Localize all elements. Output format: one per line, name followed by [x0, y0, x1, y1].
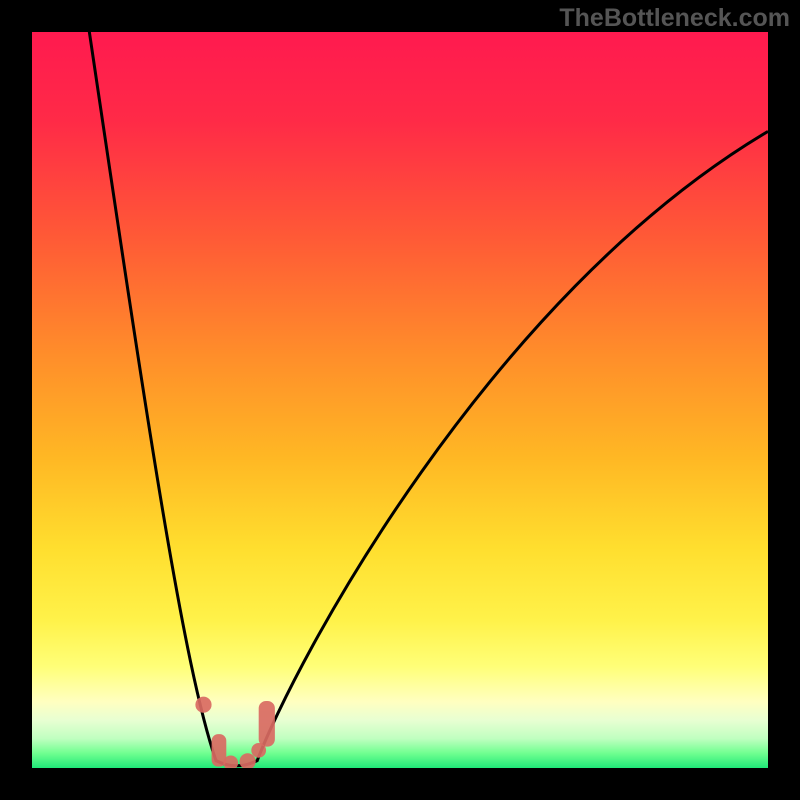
gradient-background — [32, 32, 768, 768]
bottleneck-chart — [32, 32, 768, 768]
marker — [259, 701, 275, 747]
marker — [195, 697, 211, 713]
watermark-text: TheBottleneck.com — [559, 4, 790, 33]
chart-frame: TheBottleneck.com — [0, 0, 800, 800]
marker — [251, 743, 266, 758]
